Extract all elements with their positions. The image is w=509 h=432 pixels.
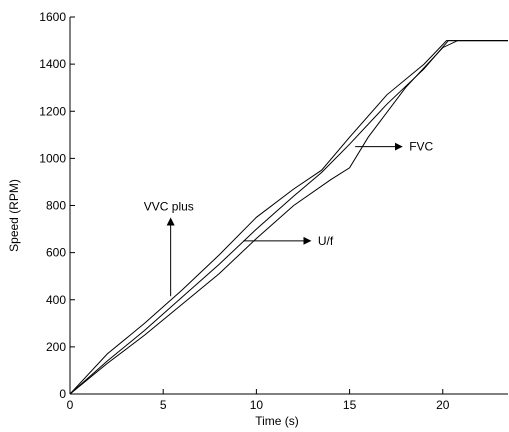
x-axis-label: Time (s) bbox=[255, 414, 299, 428]
y-tick-label: 1000 bbox=[39, 151, 66, 165]
axes: 0 5 10 15 2002004006008001000120014001600Tim… bbox=[7, 10, 508, 428]
annotation-label-u-f: U/f bbox=[318, 234, 334, 248]
annotations-group: VVC plus U/f FVC bbox=[144, 140, 434, 297]
series-line-fvc bbox=[69, 40, 508, 395]
x-tick-label: 15 bbox=[343, 398, 357, 412]
y-tick-label: 400 bbox=[46, 293, 66, 307]
series-line-u-f bbox=[69, 40, 508, 395]
y-tick-label: 800 bbox=[46, 199, 66, 213]
y-tick-label: 0 bbox=[59, 387, 66, 401]
y-tick-label: 200 bbox=[46, 340, 66, 354]
y-axis-label: Speed (RPM) bbox=[7, 179, 21, 252]
y-tick-label: 1400 bbox=[39, 57, 66, 71]
x-tick-label: 0 bbox=[67, 398, 74, 412]
annotation-label-vvc-plus: VVC plus bbox=[144, 200, 194, 214]
x-tick-label: 5 bbox=[160, 398, 167, 412]
y-tick-label: 1200 bbox=[39, 104, 66, 118]
annotation-label-fvc: FVC bbox=[409, 140, 433, 154]
series-group bbox=[69, 40, 508, 395]
y-tick-label: 1600 bbox=[39, 10, 66, 24]
series-line-vvc-plus bbox=[69, 40, 508, 395]
x-tick-label: 20 bbox=[436, 398, 450, 412]
x-tick-label: 10 bbox=[250, 398, 264, 412]
y-tick-label: 600 bbox=[46, 246, 66, 260]
